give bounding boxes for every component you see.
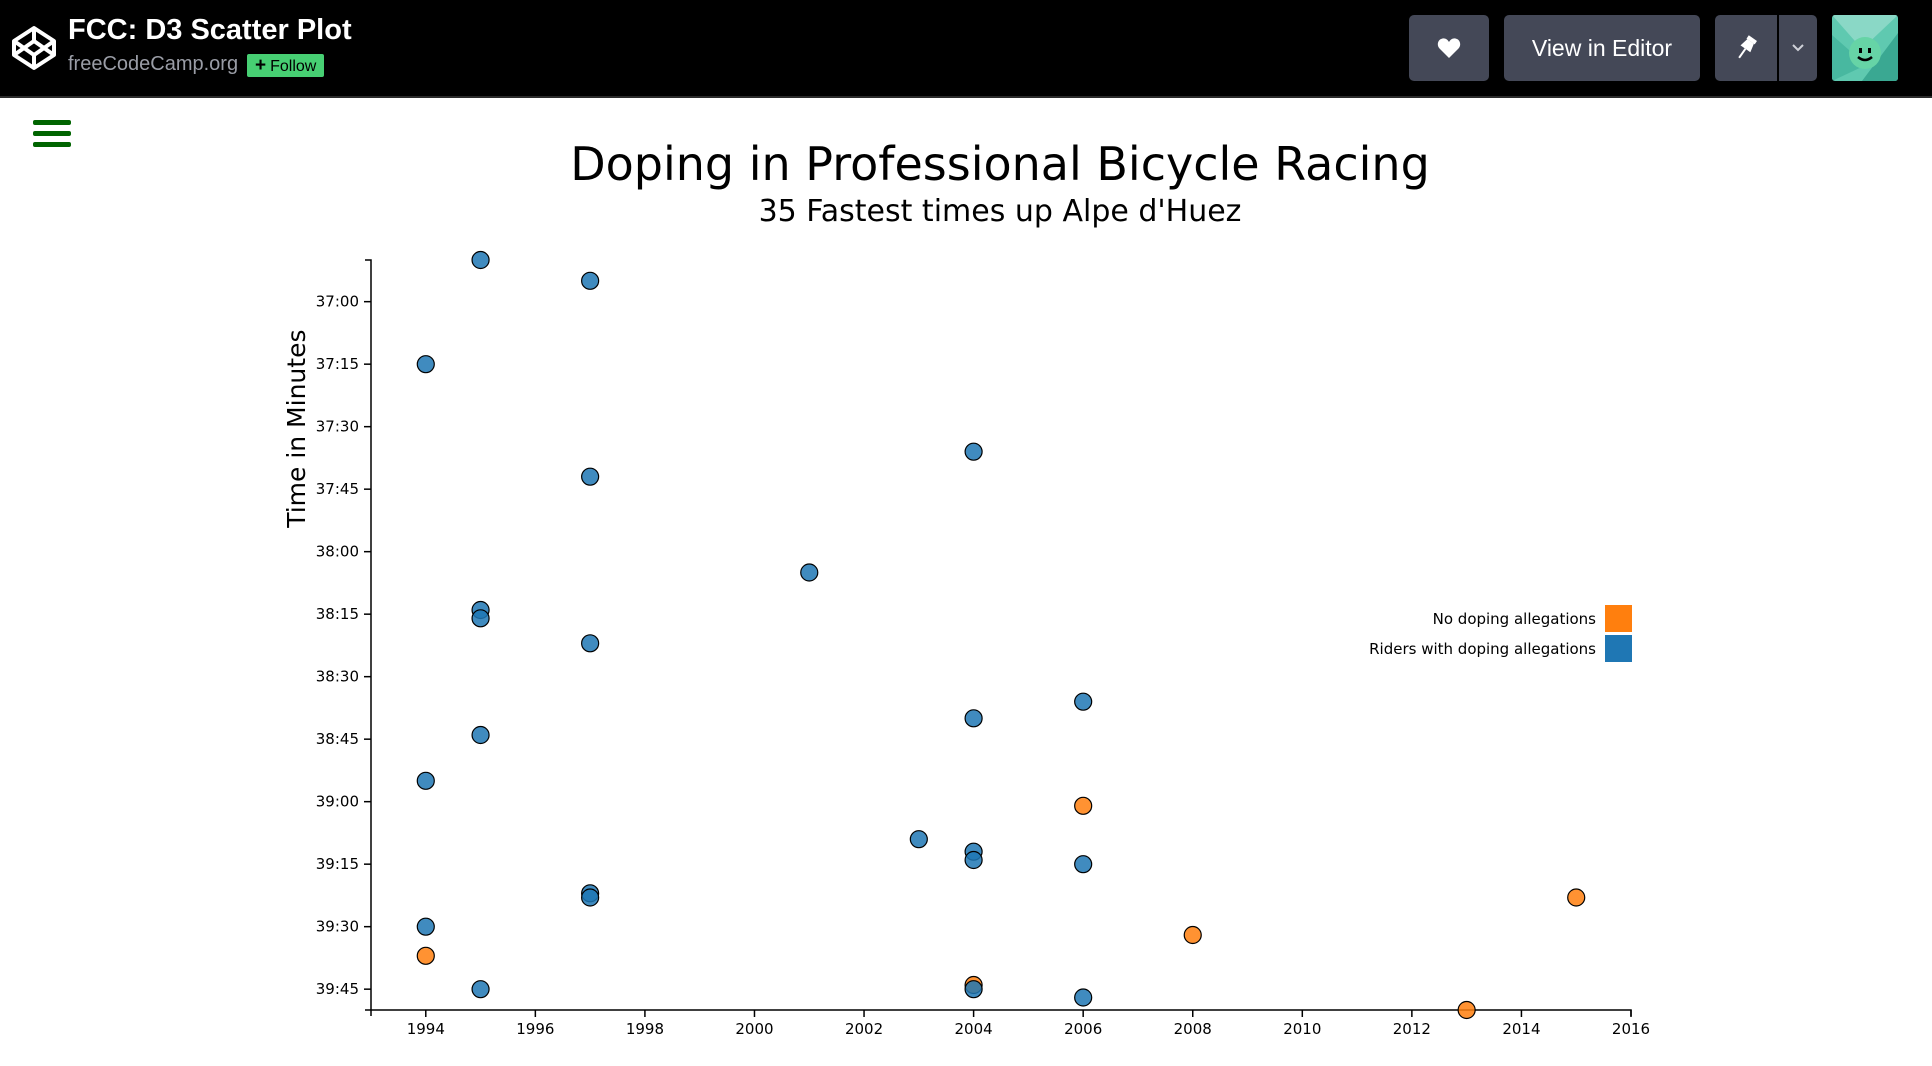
y-tick-label: 39:45 — [316, 980, 359, 998]
heart-icon — [1437, 38, 1461, 58]
scatter-dot[interactable] — [581, 467, 600, 486]
scatter-dot[interactable] — [909, 830, 928, 849]
pin-icon — [1738, 35, 1757, 59]
chart-subtitle: 35 Fastest times up Alpe d'Huez — [758, 194, 1242, 229]
y-tick-label: 37:00 — [316, 293, 359, 311]
x-axis-line — [370, 1009, 1632, 1016]
y-tick-label: 37:45 — [316, 480, 359, 498]
scatter-dot[interactable] — [800, 563, 819, 582]
x-axis: 1994 1996 1998 2000 2002 2004 2006 2008 2010 2012… — [370, 1009, 1650, 1038]
pen-title: FCC: D3 Scatter Plot — [68, 14, 352, 46]
scatter-dot[interactable] — [964, 980, 983, 999]
x-tick-label: 2000 — [735, 1020, 773, 1038]
y-tick-label: 39:30 — [316, 918, 359, 936]
scatter-dot[interactable] — [581, 271, 600, 290]
legend-swatch — [1605, 605, 1632, 632]
scatter-dot[interactable] — [471, 250, 490, 270]
chevron-down-icon — [1792, 44, 1804, 52]
scatter-dot[interactable] — [964, 442, 983, 461]
y-tick-label: 39:15 — [316, 855, 359, 873]
codepen-logo-icon[interactable] — [10, 24, 58, 72]
data-points — [416, 250, 1586, 1020]
scatter-dot[interactable] — [471, 980, 490, 999]
x-tick-label: 1996 — [516, 1020, 554, 1038]
y-tick-label: 37:30 — [316, 418, 359, 436]
y-tick-label: 38:00 — [316, 543, 359, 561]
y-tick-label: 39:00 — [316, 793, 359, 811]
y-axis-label: Time in Minutes — [282, 330, 311, 529]
scatter-dot[interactable] — [581, 634, 600, 653]
scatter-dot[interactable] — [581, 888, 600, 907]
view-in-editor-button[interactable]: View in Editor — [1504, 15, 1700, 81]
legend-label: Riders with doping allegations — [1369, 640, 1596, 658]
scatter-dot[interactable] — [964, 709, 983, 728]
scatter-dot[interactable] — [416, 771, 435, 790]
x-tick-label: 2002 — [845, 1020, 883, 1038]
chart-title: Doping in Professional Bicycle Racing — [570, 137, 1430, 191]
scatter-dot[interactable] — [1074, 855, 1093, 874]
top-bar: FCC: D3 Scatter Plot freeCodeCamp.org + F… — [0, 0, 1932, 98]
avatar[interactable] — [1832, 15, 1898, 81]
x-tick-label: 2004 — [955, 1020, 993, 1038]
avatar-image-icon — [1832, 15, 1898, 81]
scatter-dot[interactable] — [1567, 888, 1586, 907]
y-tick-label: 38:45 — [316, 730, 359, 748]
y-axis-line — [365, 259, 372, 1011]
x-tick-label: 2014 — [1502, 1020, 1540, 1038]
follow-button[interactable]: + Follow — [247, 54, 325, 77]
pen-owner-link[interactable]: freeCodeCamp.org — [68, 53, 239, 75]
scatter-dot[interactable] — [1074, 692, 1093, 711]
hamburger-menu-icon[interactable] — [33, 117, 73, 151]
x-tick-label: 2016 — [1612, 1020, 1650, 1038]
x-tick-label: 2006 — [1064, 1020, 1102, 1038]
pin-dropdown-button[interactable] — [1779, 15, 1817, 81]
love-button[interactable] — [1409, 15, 1489, 81]
x-tick-label: 1998 — [626, 1020, 664, 1038]
scatter-dot[interactable] — [471, 609, 490, 628]
scatter-dot[interactable] — [416, 946, 435, 965]
legend-label: No doping allegations — [1433, 610, 1597, 628]
y-tick-label: 38:30 — [316, 668, 359, 686]
follow-label: Follow — [270, 58, 317, 75]
y-axis: 37:00 37:15 37:30 37:45 38:00 38:15 38:30 38:45… — [316, 259, 372, 1011]
x-tick-label: 2008 — [1174, 1020, 1212, 1038]
scatter-dot[interactable] — [471, 725, 490, 745]
scatter-dot[interactable] — [416, 917, 435, 936]
scatter-dot[interactable] — [416, 355, 435, 374]
pin-button[interactable] — [1715, 15, 1777, 81]
scatter-dot[interactable] — [1074, 988, 1093, 1007]
plus-icon: + — [255, 55, 267, 76]
scatter-dot[interactable] — [1074, 796, 1093, 815]
legend: No doping allegations Riders with doping … — [1369, 605, 1632, 662]
x-tick-label: 1994 — [407, 1020, 445, 1038]
x-tick-label: 2012 — [1393, 1020, 1431, 1038]
legend-swatch — [1605, 635, 1632, 662]
scatter-dot[interactable] — [1457, 1000, 1476, 1020]
y-tick-label: 37:15 — [316, 355, 359, 373]
scatter-dot[interactable] — [964, 850, 983, 870]
x-tick-label: 2010 — [1283, 1020, 1321, 1038]
y-tick-label: 38:15 — [316, 605, 359, 623]
scatter-dot[interactable] — [1183, 925, 1202, 945]
